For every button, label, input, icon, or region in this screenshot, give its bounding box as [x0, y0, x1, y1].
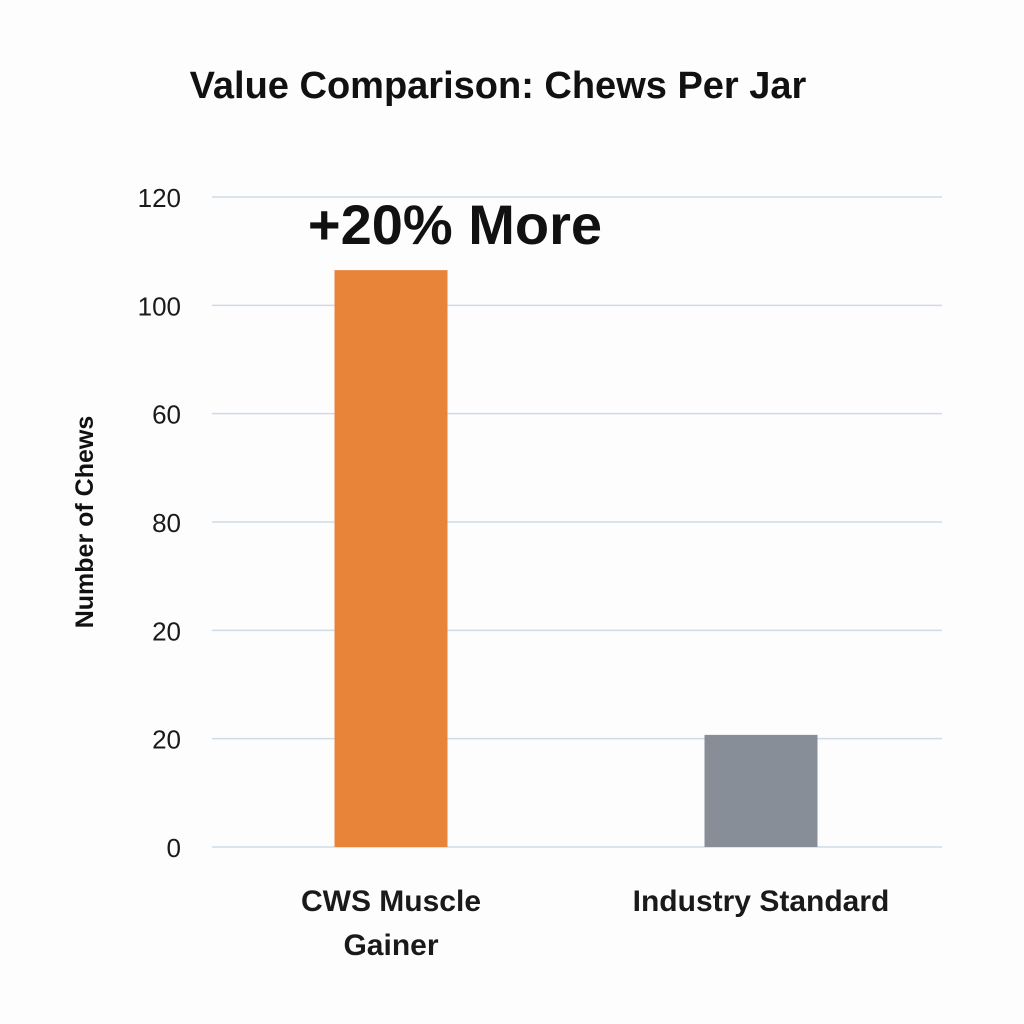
y-axis-ticks: 0 20 20 80 60 100 120	[138, 183, 181, 863]
annotations: +20% More	[308, 193, 602, 256]
bar-1	[704, 734, 818, 847]
y-tick-label: 80	[152, 508, 181, 538]
y-tick-label: 0	[167, 833, 181, 863]
y-tick-label: 60	[152, 400, 181, 430]
bar-annotation: +20% More	[308, 193, 602, 256]
x-axis-categories: CWS Muscle Gainer Industry Standard	[301, 885, 889, 962]
y-tick-label: 120	[138, 183, 181, 213]
bar-0	[334, 270, 448, 847]
x-category-label: Gainer	[343, 929, 438, 962]
y-tick-label: 20	[152, 725, 181, 755]
y-tick-label: 100	[138, 291, 181, 321]
gridlines	[212, 196, 942, 848]
x-category-label: Industry Standard	[633, 885, 890, 918]
x-category-label: CWS Muscle	[301, 885, 481, 918]
chart-title: Value Comparison: Chews Per Jar	[190, 65, 807, 107]
bars	[334, 270, 818, 847]
y-axis-label: Number of Chews	[71, 416, 99, 629]
y-tick-label: 20	[152, 616, 181, 646]
